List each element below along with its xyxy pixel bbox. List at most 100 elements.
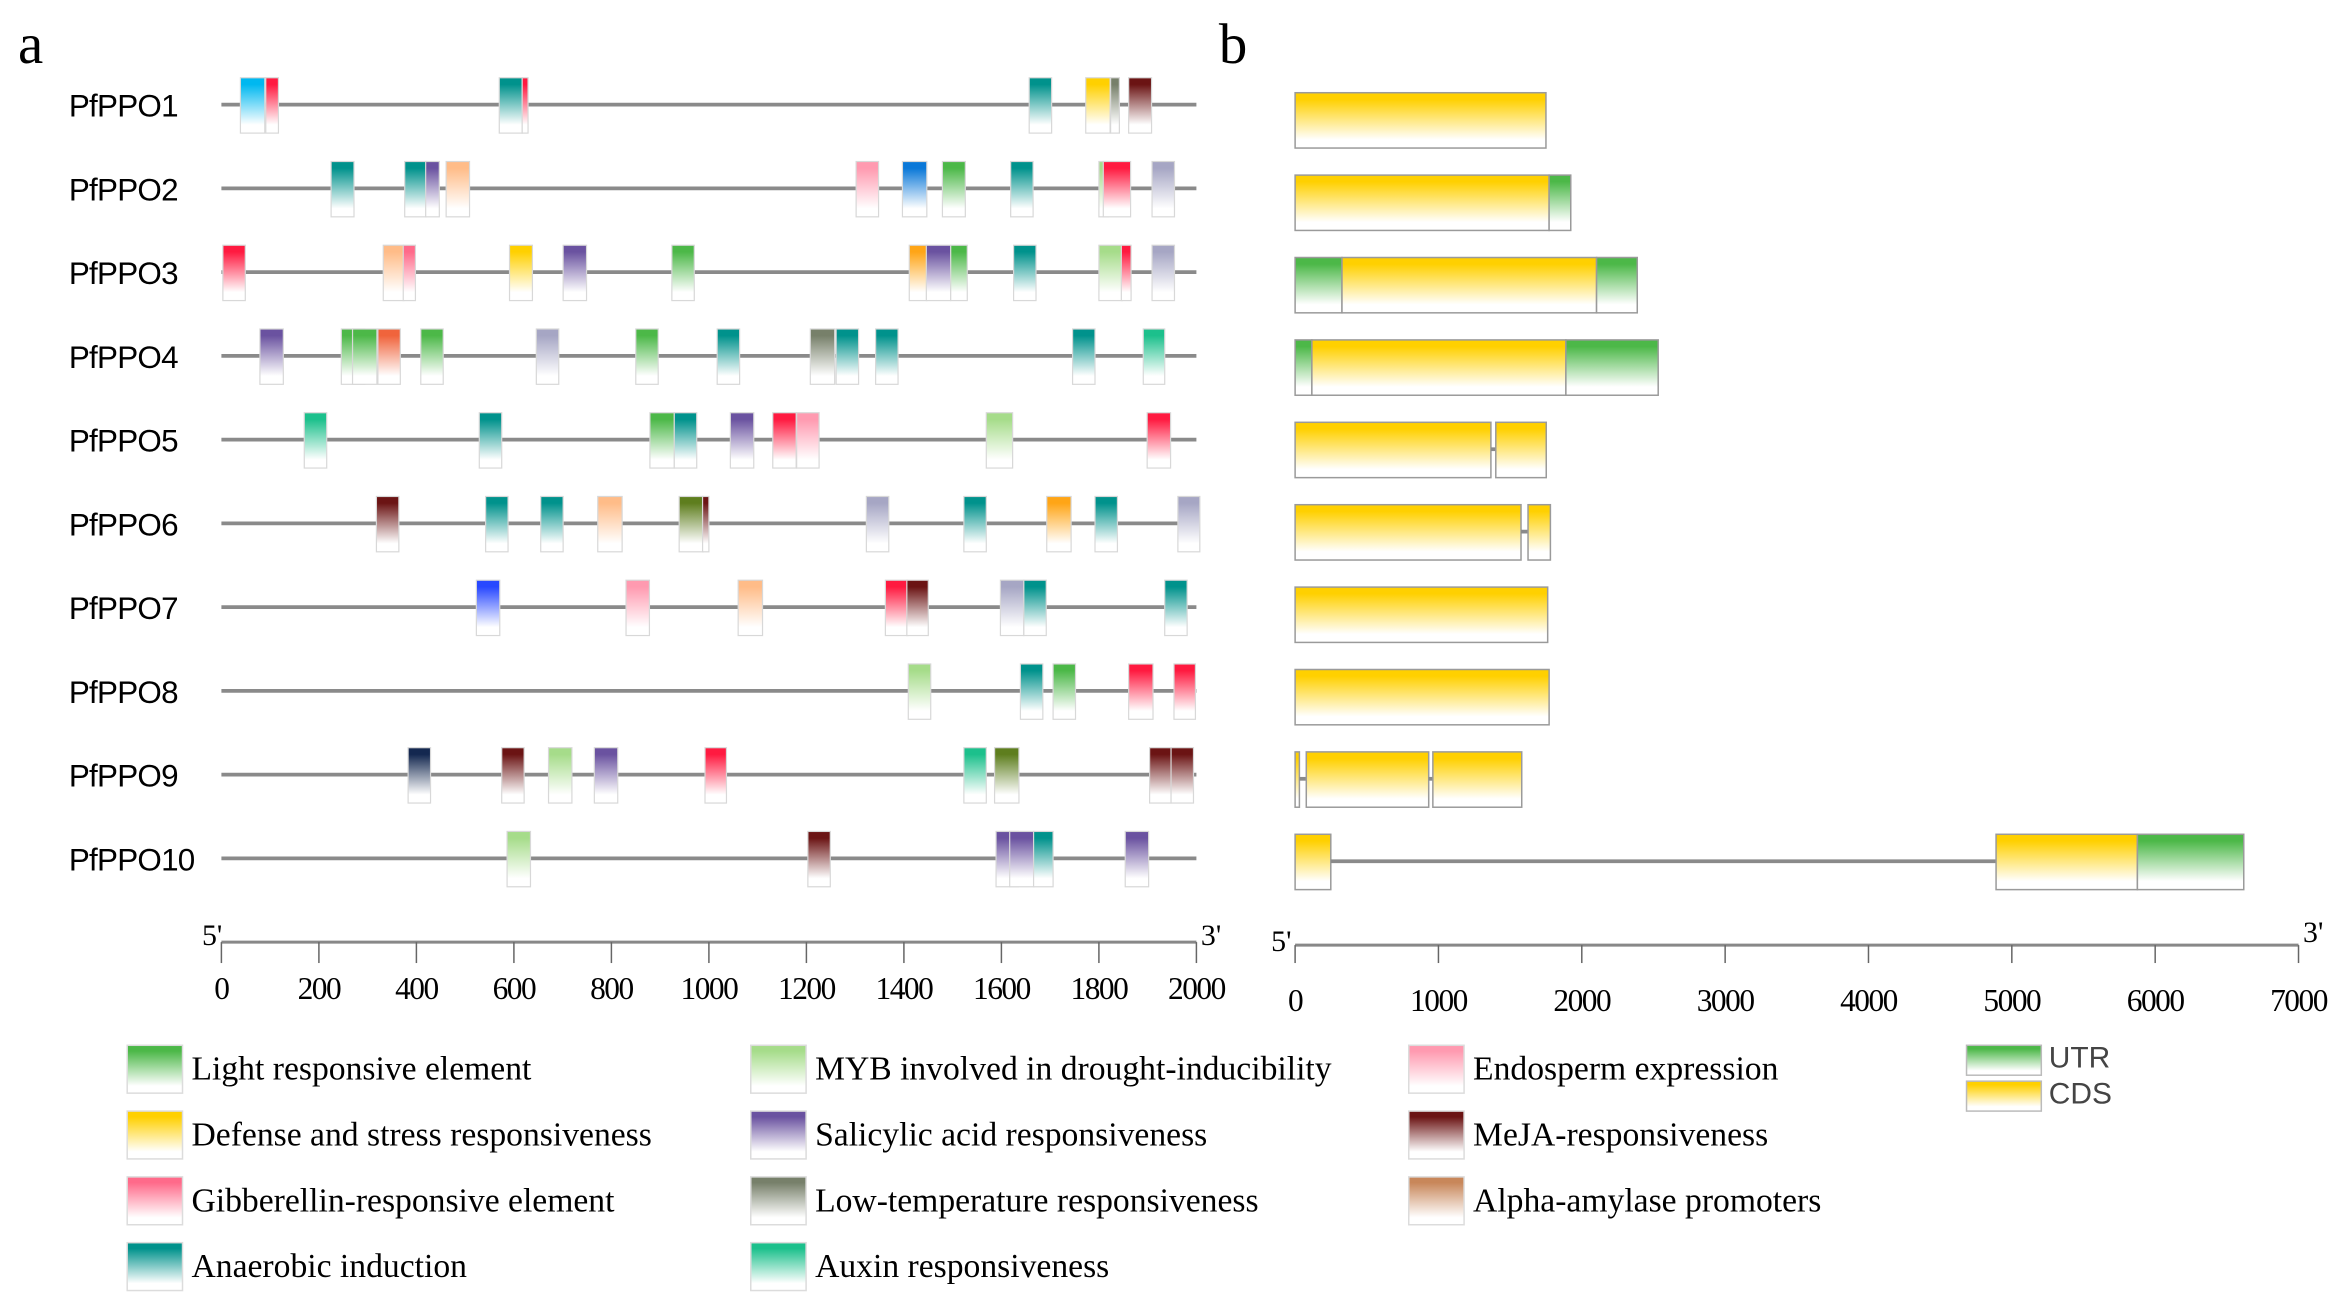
- tick-label: 1600: [973, 971, 1031, 1006]
- cds-box: [1341, 256, 1598, 314]
- cds-box: [1527, 503, 1552, 561]
- cis-element-box: [835, 328, 860, 385]
- cis-element-box: [547, 747, 573, 804]
- tick-label: 2000: [1168, 971, 1226, 1006]
- cis-element-box: [501, 747, 525, 804]
- legend-swatch: [126, 1110, 184, 1160]
- cds-box: [1294, 751, 1301, 808]
- tick-label: 800: [590, 971, 633, 1006]
- legend-item: Alpha-amylase promoters: [1408, 1176, 1821, 1226]
- cis-element-box: [478, 412, 503, 469]
- cds-box: [1995, 833, 2139, 891]
- cis-element-box: [402, 244, 417, 302]
- cis-element-box: [950, 244, 968, 302]
- cds-box: [1305, 751, 1430, 808]
- cds-box: [1294, 668, 1550, 726]
- utr-box: [1548, 174, 1572, 232]
- gene-structure-row: [1294, 91, 1547, 149]
- legend-item: Gibberellin-responsive element: [126, 1176, 615, 1226]
- gene-structure-row: [1294, 586, 1549, 644]
- gene-name: PfPPO2: [69, 172, 178, 207]
- cds-box: [1294, 421, 1492, 479]
- legend-swatch: [126, 1176, 184, 1226]
- cis-element-box: [1120, 244, 1132, 302]
- cis-element-box: [809, 328, 836, 385]
- cis-element-box: [993, 747, 1020, 804]
- legend-item: MeJA-responsiveness: [1408, 1110, 1768, 1160]
- cis-element-box: [1151, 244, 1176, 302]
- cis-element-box: [941, 160, 966, 218]
- cis-element-box: [1009, 830, 1035, 888]
- cds-box: [1311, 339, 1567, 396]
- legend-label: Low-temperature responsiveness: [815, 1182, 1259, 1219]
- cis-element-box: [1028, 77, 1053, 134]
- promoter-row: PfPPO7: [69, 579, 1197, 637]
- cis-element-box: [1124, 830, 1150, 888]
- cis-element-box: [1177, 495, 1201, 553]
- legend-item: Low-temperature responsiveness: [750, 1176, 1259, 1226]
- legend-item: Salicylic acid responsiveness: [750, 1110, 1207, 1160]
- cis-element-box: [729, 412, 755, 469]
- gene-structure-row: [1294, 668, 1550, 726]
- cis-element-box: [1098, 244, 1123, 302]
- cis-element-box: [407, 747, 432, 804]
- cis-element-box: [963, 747, 987, 804]
- legend-label: Light responsive element: [191, 1051, 532, 1088]
- cis-element-box: [1052, 663, 1077, 720]
- cis-element-box: [265, 77, 280, 134]
- cis-element-box: [521, 77, 529, 134]
- cis-element-box: [925, 244, 952, 302]
- gene-structure-row: [1294, 833, 2245, 891]
- cds-box: [1495, 421, 1547, 479]
- cis-element-box: [963, 495, 987, 553]
- panel-a-promoter-elements: PfPPO1 PfPPO2 PfPPO3 PfPPO4 PfPPO5 PfPPO6 PfPP…: [69, 77, 1227, 1006]
- cds-box: [1294, 833, 1332, 891]
- cis-element-box: [420, 328, 444, 385]
- cis-element-box: [303, 412, 328, 469]
- legend-swatch: [750, 1044, 807, 1094]
- legend-swatch: [1408, 1176, 1465, 1226]
- panel-label-b: b: [1219, 13, 1247, 76]
- legend-item: Light responsive element: [126, 1044, 532, 1094]
- legend-label: Defense and stress responsiveness: [191, 1116, 651, 1153]
- tick-label: 1800: [1071, 971, 1129, 1006]
- legend: Light responsive element Defense and stre…: [126, 1042, 2112, 1292]
- tick-label: 1000: [1410, 983, 1468, 1018]
- cis-element-box: [562, 244, 588, 302]
- cis-element-box: [1149, 747, 1172, 804]
- gene-structure-row: [1294, 256, 1639, 314]
- cis-element-box: [382, 244, 405, 302]
- tick-label: 1000: [681, 971, 739, 1006]
- cis-element-box: [649, 412, 675, 469]
- cis-element-box: [1128, 77, 1153, 134]
- cis-element-box: [807, 830, 831, 888]
- promoter-row: PfPPO4: [69, 328, 1197, 385]
- cis-element-box: [855, 160, 880, 218]
- gene-name: PfPPO3: [69, 256, 178, 291]
- cis-element-box: [1071, 328, 1096, 385]
- utr-box: [1294, 339, 1313, 396]
- cis-element-box: [999, 579, 1025, 637]
- cis-element-box: [1128, 663, 1154, 720]
- cis-element-box: [404, 160, 428, 218]
- tick-label: 1200: [778, 971, 836, 1006]
- cis-element-box: [1142, 328, 1166, 385]
- cis-element-box: [506, 830, 532, 888]
- cis-element-box: [906, 579, 929, 637]
- legend-label: MYB involved in drought-inducibility: [815, 1051, 1332, 1088]
- tick-label: 4000: [1840, 983, 1898, 1018]
- legend-swatch: [750, 1176, 807, 1226]
- gene-name: PfPPO4: [69, 340, 178, 375]
- tick-label: 2000: [1553, 983, 1611, 1018]
- cis-element-box: [884, 579, 909, 637]
- cis-element-box: [540, 495, 564, 553]
- cds-box: [1432, 751, 1523, 808]
- gene-structure-row: [1294, 503, 1552, 561]
- promoter-row: PfPPO3: [69, 244, 1197, 302]
- cis-element-box: [673, 412, 698, 469]
- gene-name: PfPPO8: [69, 675, 178, 710]
- promoter-row: PfPPO8: [69, 663, 1197, 720]
- cis-element-box: [865, 495, 890, 553]
- axis-5prime-a: 5': [202, 919, 222, 952]
